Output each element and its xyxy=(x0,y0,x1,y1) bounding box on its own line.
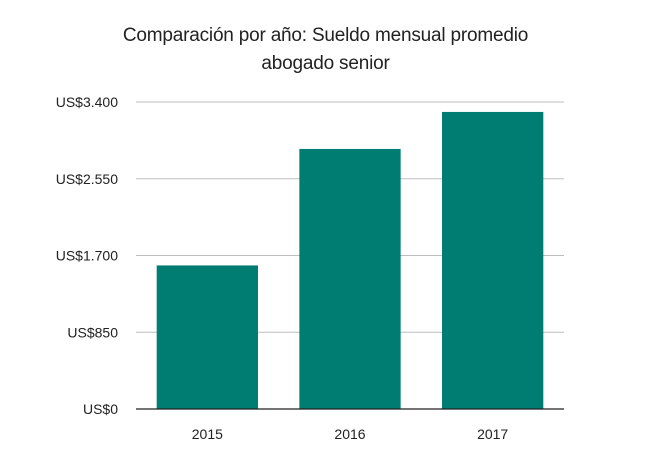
bars xyxy=(156,111,544,410)
y-tick-label: US$3.400 xyxy=(56,94,118,110)
y-tick-label: US$850 xyxy=(67,324,118,340)
y-tick-label: US$2.550 xyxy=(56,171,118,187)
x-tick-label: 2016 xyxy=(334,426,365,442)
bar-2017 xyxy=(442,111,544,410)
y-tick-labels: US$0 US$850 US$1.700 US$2.550 US$3.400 xyxy=(56,94,118,417)
x-tick-labels: 2015 2016 2017 xyxy=(192,426,509,442)
y-tick-label: US$0 xyxy=(83,401,118,417)
chart-title: Comparación por año: Sueldo mensual prom… xyxy=(0,22,651,78)
bar-2016 xyxy=(299,148,401,409)
y-tick-label: US$1.700 xyxy=(56,248,118,264)
chart-title-line-2: abogado senior xyxy=(261,53,390,74)
x-tick-label: 2015 xyxy=(192,426,223,442)
bar-2015 xyxy=(156,265,258,409)
chart-title-line-1: Comparación por año: Sueldo mensual prom… xyxy=(122,25,529,46)
x-tick-label: 2017 xyxy=(477,426,508,442)
